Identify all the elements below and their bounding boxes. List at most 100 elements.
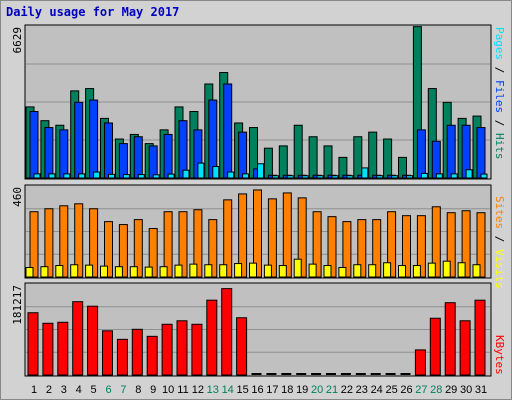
sites-bar-23 — [357, 219, 367, 278]
pages-bar-23 — [361, 167, 369, 179]
sites-bar-26 — [402, 215, 411, 278]
pages-bar-29 — [450, 173, 458, 179]
sites-bar-2 — [44, 208, 54, 278]
files-bar-8 — [133, 136, 143, 179]
kbytes-bar-18 — [281, 373, 292, 375]
visits-bar-17 — [263, 264, 272, 278]
legend-part-0-3: / — [493, 113, 506, 133]
sites-bar-3 — [59, 205, 69, 278]
x-label-22: 22 — [341, 384, 353, 396]
hits-bar-25 — [383, 138, 393, 179]
kbytes-bar-20 — [311, 373, 322, 375]
pages-bar-14 — [227, 171, 235, 179]
pages-bar-12 — [197, 162, 205, 179]
kbytes-bar-17 — [266, 373, 277, 375]
pages-bar-30 — [465, 169, 473, 179]
visits-bar-31 — [472, 264, 481, 278]
sites-bar-14 — [223, 199, 233, 278]
sites-bar-15 — [238, 193, 248, 278]
pages-bar-11 — [182, 169, 190, 179]
pages-bar-2 — [48, 173, 56, 179]
x-label-14: 14 — [222, 384, 234, 396]
visits-bar-24 — [368, 264, 377, 278]
x-label-24: 24 — [371, 384, 383, 396]
kbytes-bar-30 — [459, 320, 471, 376]
pages-bar-1 — [33, 173, 41, 179]
kbytes-bar-22 — [340, 373, 351, 375]
kbytes-bar-11 — [176, 320, 188, 376]
legend-part-1-2: Visits — [493, 249, 506, 289]
kbytes-bar-26 — [400, 373, 411, 375]
visits-bar-19 — [293, 258, 302, 278]
x-label-6: 6 — [105, 384, 111, 396]
sites-bar-25 — [387, 211, 397, 278]
kbytes-bar-23 — [355, 373, 366, 375]
visits-bar-26 — [398, 265, 406, 278]
visits-bar-2 — [40, 266, 49, 278]
x-label-4: 4 — [76, 384, 82, 396]
kbytes-bar-10 — [161, 323, 173, 376]
sites-bar-13 — [208, 219, 218, 278]
pages-bar-20 — [316, 175, 324, 179]
visits-bar-27 — [412, 265, 421, 278]
x-label-10: 10 — [162, 384, 174, 396]
x-label-16: 16 — [251, 384, 263, 396]
visits-bar-16 — [249, 262, 257, 278]
files-bar-9 — [148, 145, 158, 179]
files-bar-14 — [223, 83, 233, 179]
kbytes-bar-3 — [57, 321, 69, 376]
x-label-25: 25 — [385, 384, 397, 396]
x-label-26: 26 — [400, 384, 412, 396]
kbytes-legend: KBytes — [493, 335, 506, 375]
x-label-2: 2 — [46, 384, 52, 396]
sites-bar-21 — [327, 216, 337, 278]
pages-bar-31 — [480, 173, 488, 179]
x-label-30: 30 — [460, 384, 472, 396]
hits-bar-19 — [293, 124, 303, 179]
sites-bar-16 — [253, 189, 262, 278]
legend-part-0-0: Pages — [493, 27, 506, 60]
legend-part-1-0: Sites — [493, 196, 506, 229]
sites-bar-18 — [282, 192, 292, 278]
x-label-8: 8 — [135, 384, 141, 396]
legend-part-0-4: Hits — [493, 133, 506, 160]
kbytes-bar-25 — [385, 373, 396, 375]
kbytes-bar-6 — [102, 330, 113, 376]
files-bar-3 — [59, 129, 69, 179]
hits-ymax-label: 6629 — [11, 27, 24, 54]
files-bar-5 — [89, 99, 99, 179]
sites-bar-22 — [342, 221, 352, 278]
sites-bar-10 — [163, 211, 173, 278]
visits-bar-20 — [308, 263, 317, 278]
files-bar-29 — [446, 124, 456, 179]
legend-part-2-0: KBytes — [493, 335, 506, 375]
pages-bar-15 — [242, 173, 250, 179]
sites-bar-1 — [29, 211, 39, 278]
visits-bar-9 — [144, 266, 153, 278]
visits-bar-3 — [55, 265, 64, 278]
legend-part-0-1: / — [493, 60, 506, 80]
sites-bar-28 — [431, 206, 441, 278]
pages-bar-22 — [346, 175, 354, 179]
files-bar-27 — [416, 129, 426, 179]
sites-bar-20 — [312, 211, 322, 278]
x-label-12: 12 — [192, 384, 204, 396]
hits-bar-23 — [353, 136, 363, 179]
pages-bar-21 — [331, 175, 339, 179]
x-label-27: 27 — [415, 384, 427, 396]
x-label-21: 21 — [326, 384, 338, 396]
kbytes-bar-9 — [146, 335, 158, 376]
visits-bar-18 — [278, 265, 287, 278]
kbytes-bar-28 — [429, 317, 441, 376]
pages-bar-28 — [435, 173, 443, 179]
kbytes-bar-29 — [444, 302, 456, 376]
pages-bar-8 — [137, 174, 145, 179]
kbytes-bar-16 — [251, 373, 262, 375]
x-label-13: 13 — [207, 384, 219, 396]
visits-bar-14 — [219, 264, 228, 278]
chart-title: Daily usage for May 2017 — [6, 5, 180, 19]
x-label-31: 31 — [475, 384, 487, 396]
pages-bar-10 — [167, 173, 175, 179]
visits-bar-10 — [159, 266, 168, 278]
files-bar-4 — [74, 101, 84, 179]
